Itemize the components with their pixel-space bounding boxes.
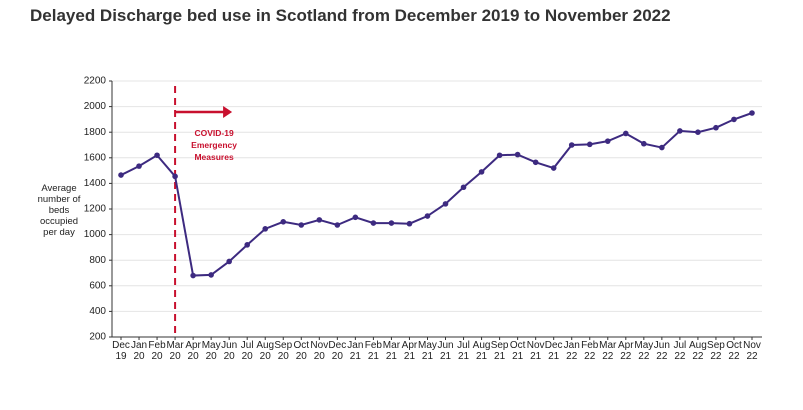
x-tick-label: Dec 19 bbox=[112, 340, 130, 362]
x-tick-label: Dec 21 bbox=[544, 340, 563, 362]
data-point bbox=[424, 213, 431, 219]
y-tick-label: 2200 bbox=[84, 76, 107, 87]
x-tick-label: May 21 bbox=[418, 340, 437, 362]
data-point bbox=[496, 152, 503, 159]
data-point bbox=[713, 124, 719, 131]
data-point bbox=[641, 140, 647, 147]
x-tick-label: Sep 20 bbox=[274, 340, 293, 362]
x-tick-label: Sep 21 bbox=[490, 340, 509, 362]
y-tick-label: 2000 bbox=[84, 101, 107, 112]
x-tick-label: Jan 22 bbox=[563, 340, 580, 362]
x-tick-label: Jul 22 bbox=[673, 340, 687, 362]
x-tick-label: Apr 20 bbox=[185, 340, 201, 362]
chart-title: Delayed Discharge bed use in Scotland fr… bbox=[30, 6, 671, 25]
data-point bbox=[478, 169, 485, 175]
x-tick-label: Feb 22 bbox=[581, 340, 599, 362]
annotation: COVID-19 Emergency Measures bbox=[191, 128, 237, 162]
data-point bbox=[406, 220, 413, 227]
x-tick-label: Jul 20 bbox=[240, 340, 254, 362]
data-point bbox=[586, 141, 593, 148]
data-point bbox=[659, 144, 665, 151]
data-point bbox=[244, 242, 250, 248]
data-point bbox=[226, 258, 232, 265]
data-point bbox=[568, 142, 575, 148]
y-tick-label: 1000 bbox=[84, 229, 107, 240]
x-tick-label: Mar 21 bbox=[382, 340, 401, 362]
data-line bbox=[120, 112, 753, 277]
data-point bbox=[154, 152, 160, 159]
y-tick-label: 1400 bbox=[84, 178, 107, 189]
y-axis-label: Average number of beds occupied per day bbox=[37, 183, 81, 238]
x-tick-label: Aug 21 bbox=[472, 340, 491, 362]
y-tick-label: 800 bbox=[89, 255, 106, 266]
data-point bbox=[749, 110, 755, 116]
x-tick-label: Nov 22 bbox=[743, 340, 761, 362]
data-point bbox=[118, 172, 124, 178]
data-point bbox=[623, 130, 629, 137]
x-tick-label: Jun 20 bbox=[221, 340, 238, 362]
x-tick-label: Aug 20 bbox=[256, 340, 275, 362]
x-tick-label: Dec 20 bbox=[328, 340, 347, 362]
x-tick-label: Feb 21 bbox=[364, 340, 382, 362]
data-point bbox=[316, 217, 323, 223]
x-tick-label: Nov 21 bbox=[526, 340, 545, 362]
data-point bbox=[388, 220, 395, 226]
data-point bbox=[262, 226, 269, 232]
data-point bbox=[695, 129, 701, 135]
x-tick-label: Jan 20 bbox=[130, 340, 148, 362]
data-point bbox=[532, 159, 539, 166]
y-tick-label: 400 bbox=[89, 306, 106, 317]
y-tick-label: 1800 bbox=[84, 127, 107, 138]
x-tick-label: Apr 22 bbox=[618, 340, 634, 362]
y-tick-label: 600 bbox=[89, 280, 106, 291]
data-point bbox=[604, 138, 611, 144]
data-point bbox=[677, 128, 683, 134]
data-point bbox=[442, 201, 449, 207]
x-tick-label: Jun 22 bbox=[653, 340, 670, 362]
x-tick-label: Jun 21 bbox=[437, 340, 454, 362]
x-tick-label: Jul 21 bbox=[457, 340, 470, 362]
x-tick-label: May 22 bbox=[634, 340, 654, 362]
x-tick-label: Oct 22 bbox=[726, 340, 742, 362]
data-point bbox=[550, 165, 557, 171]
data-point bbox=[352, 214, 359, 221]
data-point bbox=[298, 222, 305, 228]
x-tick-label: Apr 21 bbox=[401, 340, 418, 362]
x-tick-label: Feb 20 bbox=[148, 340, 166, 362]
x-tick-label: Jan 21 bbox=[347, 340, 364, 362]
x-tick-label: Oct 21 bbox=[509, 340, 526, 362]
data-point bbox=[370, 220, 377, 226]
x-tick-label: Mar 20 bbox=[166, 340, 184, 362]
x-tick-label: May 20 bbox=[201, 340, 221, 362]
data-point bbox=[514, 151, 521, 158]
data-point bbox=[280, 219, 287, 225]
y-tick-label: 1200 bbox=[84, 204, 107, 215]
event-arrowhead bbox=[223, 106, 233, 118]
x-tick-label: Mar 22 bbox=[599, 340, 617, 362]
x-tick-label: Aug 22 bbox=[689, 340, 707, 362]
data-point bbox=[136, 163, 142, 169]
data-point bbox=[460, 184, 467, 191]
x-tick-label: Nov 20 bbox=[310, 340, 329, 362]
y-tick-label: 200 bbox=[89, 332, 106, 343]
data-point bbox=[334, 222, 341, 228]
data-point bbox=[731, 116, 737, 123]
x-tick-label: Oct 20 bbox=[293, 340, 310, 362]
data-point bbox=[190, 272, 196, 279]
data-point bbox=[172, 173, 178, 180]
y-tick-label: 1600 bbox=[84, 152, 107, 163]
data-point bbox=[208, 272, 214, 278]
x-tick-label: Sep 22 bbox=[707, 340, 725, 362]
